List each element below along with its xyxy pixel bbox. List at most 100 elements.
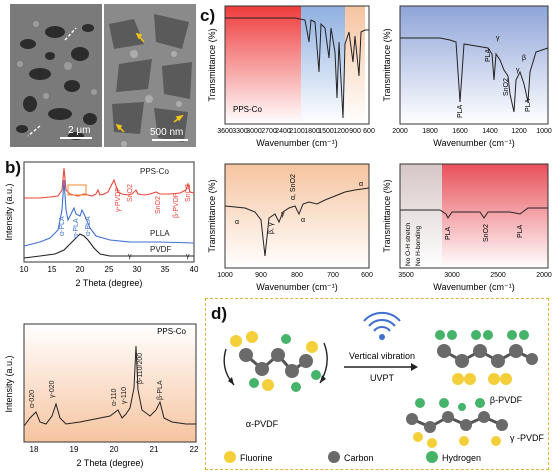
xrd-zoom-xticks: 18 19 20 21 22	[30, 445, 199, 454]
sem-right-texture	[104, 4, 196, 147]
xrd-zoom-xlabel: 2 Theta (degree)	[77, 458, 144, 468]
xrd-b-xtick: 25	[105, 265, 114, 274]
ftir-bl-xtick: 800	[291, 272, 303, 279]
sem-right-scale-label: 500 nm	[150, 127, 184, 138]
ftir-bl-label: α	[235, 219, 239, 226]
ftir-tr-xticks: 2000 1800 1600 1400 1200 1000	[392, 128, 552, 135]
legend-label-carbon: Carbon	[344, 453, 374, 463]
ftir-tr-label: PLA	[525, 98, 532, 112]
ftir-tl-ylabel: Transmittance (%)	[207, 28, 217, 101]
ftir-tr-xtick: 1600	[452, 128, 468, 135]
xrd-peak-label: SnO2	[155, 196, 162, 214]
ftir-bl-xticks: 1000 900 800 700 600	[217, 272, 373, 279]
xrd-curve-pps-co	[24, 167, 195, 199]
beta-pvdf-label: β-PVDF	[490, 395, 523, 405]
ftir-br-frame	[399, 163, 549, 269]
xrd-peak-label: β-PVDF	[173, 193, 180, 218]
ftir-tl-xtick: 2100	[289, 128, 305, 135]
ftir-bl-xtick: 900	[255, 272, 267, 279]
ftir-br-xtick: 2500	[490, 272, 506, 279]
xrd-zoom-curve	[23, 345, 196, 427]
alpha-pvdf-molecule	[223, 331, 328, 392]
ftir-tr-xtick: 2000	[392, 128, 408, 135]
ftir-br-xticks: 3500 3000 2500 2000	[398, 272, 552, 279]
ftir-tr-label: PLA	[485, 48, 492, 62]
ftir-bl-label: β, γ	[268, 222, 275, 234]
ftir-tr-frame	[399, 5, 549, 125]
ftir-chart-top-right: PLA PLA γ SnO2 β γ PLA 2000 1800 1600 14…	[382, 5, 552, 148]
wifi-signal-icon	[363, 311, 401, 340]
ftir-bl-curve	[224, 187, 370, 257]
ftir-br-ylabel: Transmittance (%)	[382, 179, 392, 252]
ftir-bl-xlabel: Wavenumber (cm⁻¹)	[256, 282, 337, 292]
ftir-tl-xtick: 600	[363, 128, 375, 135]
ftir-tl-xtick: 3000	[246, 128, 262, 135]
ftir-bl-xtick: 700	[327, 272, 339, 279]
xrd-peak-label: α-PLA	[59, 216, 66, 236]
legend-label-hydrogen: Hydrogen	[442, 453, 481, 463]
pvdf-schematic: α-PVDF Vertical vibration UVPT β-PVDF	[223, 311, 545, 463]
ftir-tr-curve	[400, 37, 549, 113]
xrd-zoom-xtick: 19	[70, 445, 79, 454]
xrd-peak-label: γ	[186, 253, 190, 260]
ftir-tr-xlabel: Wavenumber (cm⁻¹)	[433, 138, 514, 148]
ftir-br-band-grey	[400, 164, 442, 268]
ftir-tr-xtick: 1800	[422, 128, 438, 135]
xrd-chart-b: 10 15 20 25 30 35 40 2 Theta (degree) In…	[4, 161, 199, 288]
ftir-chart-top-left: PPS-Co 3600 3300 3000 2700 2400 2100 180…	[207, 5, 375, 148]
xrd-peak-label: SnO2	[127, 184, 134, 202]
xrd-chart-zoom: PPS-Co α-020 γ-020 α-110 γ-110 β-110/200…	[4, 323, 199, 468]
xrd-zoom-peak-label: α-110	[111, 388, 118, 406]
xrd-peak-label: SnO2	[185, 184, 192, 202]
panel-d-box	[205, 298, 549, 470]
ftir-tl-xtick: 1200	[333, 128, 349, 135]
ftir-br-band-red	[442, 164, 548, 268]
xrd-zoom-frame	[23, 323, 197, 443]
ftir-bl-label: γ	[281, 211, 285, 218]
ftir-br-xtick: 3500	[398, 272, 414, 279]
ftir-tr-xtick: 1200	[511, 128, 527, 135]
ftir-tl-xticks: 3600 3300 3000 2700 2400 2100 1800 1500 …	[217, 128, 375, 135]
xrd-zoom-peak-label: β-110/200	[137, 353, 144, 384]
xrd-b-xlabel: 2 Theta (degree)	[76, 278, 143, 288]
xrd-b-xtick: 15	[48, 265, 57, 274]
xrd-zoom-peak-label: α-020	[29, 390, 36, 408]
sem-image-left: 2 μm	[10, 4, 102, 147]
legend-label-fluorine: Fluorine	[240, 453, 273, 463]
ftir-br-label: No O-H stretch	[405, 222, 412, 266]
xrd-b-ylabel: Intensity (a.u.)	[4, 183, 14, 240]
xrd-peak-label: γ	[128, 253, 132, 260]
xrd-peak-label: α-PLA	[73, 218, 80, 238]
gamma-pvdf-molecule	[406, 398, 508, 448]
xrd-series-label-plla: PLLA	[150, 229, 170, 238]
ftir-tr-xtick: 1000	[536, 128, 552, 135]
ftir-tl-xtick: 3600	[217, 128, 233, 135]
xrd-b-frame	[23, 161, 195, 263]
atom-legend: Fluorine Carbon Hydrogen	[224, 451, 481, 463]
ftir-tr-label: γ	[516, 67, 520, 74]
vibration-label: Vertical vibration	[349, 351, 415, 361]
ftir-br-xtick: 3000	[444, 272, 460, 279]
xrd-peak-label: α-PLA	[85, 216, 92, 236]
sem-image-right: 500 nm	[104, 4, 196, 147]
beta-pvdf-molecule	[435, 330, 538, 385]
ftir-tr-label: PLA	[457, 104, 464, 118]
ftir-chart-bottom-left: α β, γ γ α, SnO2 α α 1000 900 800 700 60…	[207, 163, 373, 292]
alpha-pvdf-label: α-PVDF	[246, 419, 279, 429]
xrd-zoom-xtick: 18	[30, 445, 39, 454]
legend-swatch-fluorine	[224, 451, 236, 463]
xrd-zoom-box	[67, 184, 87, 196]
gamma-pvdf-label: γ -PVDF	[510, 433, 545, 443]
ftir-tr-label: γ	[496, 35, 500, 42]
ftir-band-peach	[345, 6, 365, 124]
xrd-zoom-xtick: 21	[150, 445, 159, 454]
xrd-zoom-ylabel: Intensity (a.u.)	[4, 355, 14, 412]
ftir-tl-xtick: 2400	[275, 128, 291, 135]
legend-swatch-carbon	[328, 451, 340, 463]
ftir-tr-ylabel: Transmittance (%)	[382, 28, 392, 101]
ftir-bl-ylabel: Transmittance (%)	[207, 179, 217, 252]
xrd-zoom-peak-label: γ-020	[49, 380, 56, 398]
ftir-tl-curve	[225, 17, 369, 119]
ftir-tr-xtick: 1400	[482, 128, 498, 135]
xrd-b-xtick: 30	[133, 265, 142, 274]
